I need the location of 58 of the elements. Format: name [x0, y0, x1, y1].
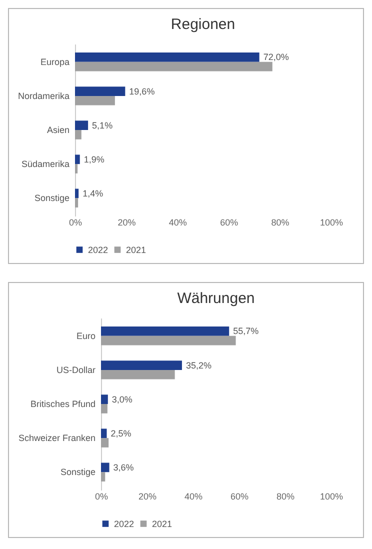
x-tick-label: 20% — [118, 218, 136, 228]
bar — [75, 120, 88, 130]
x-tick-label: 80% — [271, 218, 290, 228]
chart-title: Währungen — [177, 290, 255, 307]
x-tick-label: 60% — [220, 218, 238, 228]
data-label: 72,0% — [263, 52, 289, 62]
x-tick-label: 20% — [138, 492, 157, 502]
y-tick-label: Britisches Pfund — [30, 399, 96, 409]
x-tick-label: 80% — [276, 492, 295, 502]
bar — [101, 472, 106, 482]
bar — [75, 86, 126, 96]
data-label: 19,6% — [129, 86, 155, 96]
bar — [75, 96, 115, 106]
y-tick-label: Südamerika — [21, 159, 70, 170]
x-tick-label: 0% — [68, 218, 82, 228]
y-tick-label: Europa — [40, 56, 70, 67]
x-tick-label: 40% — [168, 218, 187, 228]
data-label: 35,2% — [186, 360, 212, 370]
y-tick-label: Sonstige — [34, 193, 70, 204]
y-tick-label: Nordamerika — [18, 90, 70, 101]
bar — [75, 130, 82, 140]
bar — [101, 370, 175, 380]
data-label: 5,1% — [92, 120, 113, 130]
bar — [101, 404, 108, 414]
data-label: 55,7% — [233, 326, 259, 336]
bar — [75, 198, 78, 208]
legend-label: 2022 — [114, 518, 134, 529]
x-tick-label: 0% — [94, 492, 108, 502]
y-tick-label: US-Dollar — [56, 364, 96, 375]
bar — [101, 438, 109, 448]
bar — [75, 62, 272, 72]
x-tick-label: 40% — [184, 492, 203, 502]
data-label: 3,6% — [113, 462, 134, 472]
x-tick-label: 60% — [230, 492, 249, 502]
bar — [75, 188, 79, 198]
bar — [101, 394, 108, 404]
y-tick-label: Schweizer Franken — [18, 433, 96, 444]
bar — [101, 428, 107, 438]
chart-title: Regionen — [170, 16, 236, 33]
bar — [101, 360, 182, 370]
bar — [101, 462, 110, 472]
y-tick-label: Sonstige — [60, 467, 96, 478]
legend-label: 2021 — [126, 244, 146, 255]
y-tick-label: Euro — [76, 330, 96, 341]
data-label: 2,5% — [110, 428, 132, 438]
data-label: 1,9% — [84, 154, 104, 164]
data-label: 3,0% — [112, 394, 132, 404]
legend-label: 2022 — [88, 244, 108, 255]
bar — [75, 52, 260, 62]
bar — [75, 154, 80, 164]
bar — [101, 326, 230, 336]
x-tick-label: 100% — [320, 492, 344, 502]
bar — [101, 336, 236, 346]
y-tick-label: Asien — [46, 125, 70, 135]
data-label: 1,4% — [82, 188, 104, 198]
x-tick-label: 100% — [320, 218, 344, 228]
legend-label: 2021 — [152, 518, 172, 529]
bar — [75, 164, 78, 174]
